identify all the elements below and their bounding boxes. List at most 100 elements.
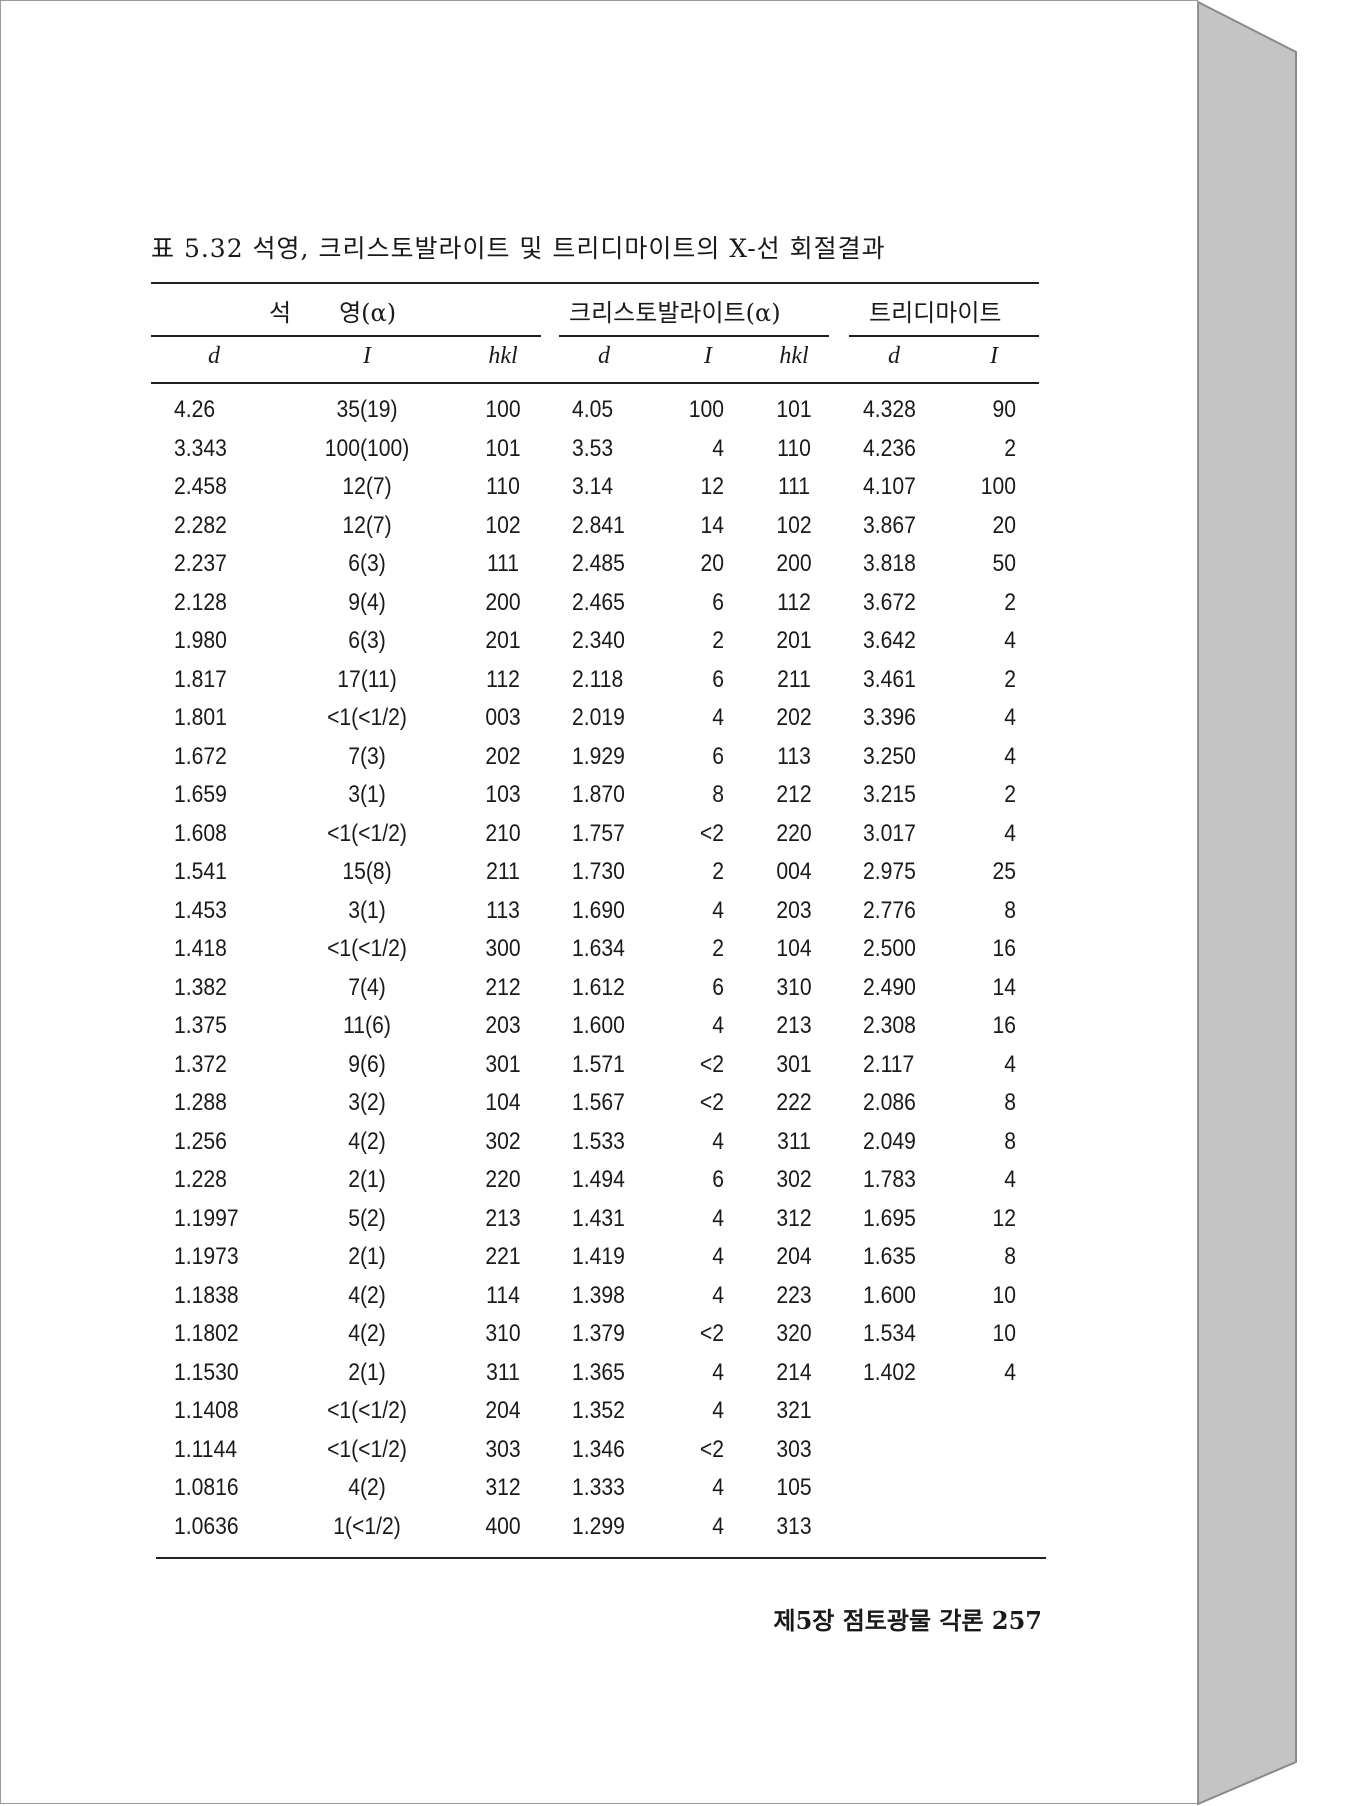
table-cell: 112 (486, 665, 520, 693)
table-cell: 7(4) (348, 973, 386, 1001)
table-cell: 1.1530 (174, 1358, 239, 1386)
table-cell: 4 (712, 434, 724, 462)
table-cell: 2.308 (863, 1012, 916, 1039)
table-cell: 6 (712, 588, 724, 616)
table-cell: 2.118 (572, 665, 624, 693)
table-cell: 1.608 (174, 819, 227, 847)
table-cell: 1.783 (863, 1166, 916, 1193)
table-cell: 4 (1004, 1050, 1016, 1078)
table-row: 1.256 4(2) 302 1.533 4 311 2.049 8 (1, 1128, 1199, 1166)
table-cell: 101 (776, 396, 812, 423)
table-cell: 16 (992, 1012, 1016, 1039)
table-cell: 212 (776, 781, 812, 808)
table-cell: 213 (776, 1012, 812, 1039)
table-row: 1.980 6(3) 201 2.340 2 201 3.642 4 (1, 627, 1199, 665)
table-cell: 200 (776, 550, 812, 577)
table-cell: 1.0636 (174, 1512, 239, 1540)
table-cell: 4 (712, 1358, 724, 1386)
group-header-cristobalite: 크리스토발라이트(α) (569, 299, 781, 327)
table-cell: 4 (1004, 1358, 1016, 1386)
group-header-quartz: 석 영(α) (269, 299, 397, 327)
table-cell: 1.757 (572, 819, 625, 847)
table-cell: 210 (485, 819, 521, 847)
table-cell: 3.250 (863, 742, 916, 770)
table-cell: 3.461 (863, 665, 916, 693)
table-cell: 12 (700, 473, 724, 500)
table-cell: <2 (699, 1089, 724, 1116)
table-row: 3.343 100(100) 101 3.53 4 110 4.236 2 (1, 435, 1199, 473)
table-cell: 1.419 (572, 1243, 625, 1270)
column-header: d (208, 343, 220, 369)
table-cell: 6 (712, 742, 724, 770)
table-cell: 220 (485, 1166, 521, 1193)
table-cell: 3.343 (174, 434, 227, 462)
table-cell: 2.841 (572, 511, 625, 539)
table-cell: 1.418 (174, 935, 227, 962)
table-cell: <2 (699, 1320, 724, 1347)
table-row: 1.372 9(6) 301 1.571 <2 301 2.117 4 (1, 1051, 1199, 1089)
table-cell: 311 (486, 1358, 520, 1386)
table-cell: 3.53 (572, 434, 614, 462)
table-caption: 표 5.32 석영, 크리스토발라이트 및 트리디마이트의 X-선 회절결과 (151, 234, 886, 263)
table-cell: 3(1) (348, 781, 386, 808)
table-cell: 102 (776, 511, 812, 539)
table-cell: 3.818 (863, 550, 916, 577)
table-cell: 12 (992, 1204, 1016, 1232)
table-cell: 2.776 (863, 896, 916, 924)
table-cell: 9(4) (348, 588, 386, 616)
table-cell: 1.1838 (174, 1281, 239, 1309)
table-cell: 203 (776, 896, 812, 924)
table-row: 1.541 15(8) 211 1.730 2 004 2.975 25 (1, 858, 1199, 896)
table-cell: 1.634 (572, 935, 625, 962)
table-cell: 303 (776, 1435, 812, 1463)
table-cell: 312 (485, 1474, 521, 1501)
table-cell: 2 (712, 627, 724, 654)
table-cell: 4(2) (348, 1320, 386, 1347)
table-cell: <2 (699, 1050, 724, 1078)
table-cell: 202 (776, 704, 812, 731)
table-cell: 2.500 (863, 935, 916, 962)
table-cell: 15(8) (342, 858, 392, 885)
table-cell: 310 (776, 973, 812, 1001)
table-cell: 2.282 (174, 511, 227, 539)
table-cell: 3(2) (348, 1089, 386, 1116)
table-cell: 201 (776, 627, 812, 654)
table-cell: 1.541 (174, 858, 227, 885)
table-cell: <1(<1/2) (327, 935, 407, 962)
table-cell: 321 (776, 1397, 812, 1424)
table-cell: 103 (485, 781, 521, 808)
table-cell: 201 (485, 627, 521, 654)
table-cell: 4 (712, 1474, 724, 1501)
table-cell: 313 (776, 1512, 812, 1540)
table-cell: <1(<1/2) (327, 1435, 407, 1463)
table-cell: 111 (486, 550, 520, 577)
table-cell: 2(1) (348, 1243, 386, 1270)
table-cell: 4(2) (348, 1127, 386, 1155)
table-cell: 1.695 (863, 1204, 916, 1232)
table-cell: 1.288 (174, 1089, 227, 1116)
table-row: 1.608 <1(<1/2) 210 1.757 <2 220 3.017 4 (1, 820, 1199, 858)
table-cell: 311 (777, 1127, 811, 1155)
table-cell: 2(1) (348, 1166, 386, 1193)
table-cell: 1.453 (174, 896, 227, 924)
table-cell: 4 (712, 1127, 724, 1155)
table-cell: 17(11) (337, 665, 397, 693)
table-cell: 1.431 (572, 1204, 625, 1232)
table-row: 1.801 <1(<1/2) 003 2.019 4 202 3.396 4 (1, 704, 1199, 742)
book-page: 표 5.32 석영, 크리스토발라이트 및 트리디마이트의 X-선 회절결과 석… (0, 0, 1198, 1804)
column-header: I (704, 343, 712, 369)
table-cell: 1.672 (174, 742, 227, 770)
table-cell: 100 (485, 396, 521, 423)
table-cell: 1.333 (572, 1474, 625, 1501)
table-cell: 4.328 (863, 396, 916, 423)
table-row: 2.458 12(7) 110 3.14 12 111 4.107 100 (1, 473, 1199, 511)
table-cell: 1.0816 (174, 1474, 239, 1501)
table-cell: 2.465 (572, 588, 625, 616)
table-cell: 8 (1004, 1127, 1016, 1155)
table-row: 1.382 7(4) 212 1.612 6 310 2.490 14 (1, 974, 1199, 1012)
table-cell: 100(100) (324, 434, 410, 462)
table-cell: 6(3) (348, 550, 386, 577)
table-cell: 303 (485, 1435, 521, 1463)
table-cell: 4 (712, 1281, 724, 1309)
table-cell: 90 (992, 396, 1016, 423)
